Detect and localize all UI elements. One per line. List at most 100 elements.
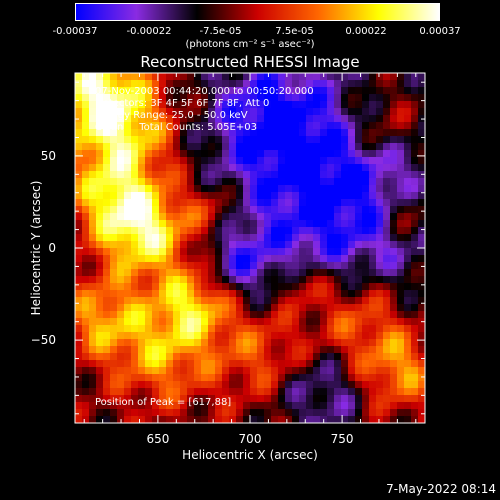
- heatmap-cell: [222, 388, 230, 396]
- heatmap-cell: [271, 248, 279, 256]
- heatmap-cell: [390, 269, 398, 277]
- heatmap-cell: [243, 178, 251, 186]
- heatmap-cell: [236, 227, 244, 235]
- heatmap-cell: [124, 73, 132, 81]
- heatmap-cell: [390, 185, 398, 193]
- heatmap-cell: [103, 80, 111, 88]
- heatmap-cell: [215, 206, 223, 214]
- heatmap-cell: [208, 199, 216, 207]
- heatmap-cell: [250, 374, 258, 382]
- heatmap-cell: [327, 199, 335, 207]
- heatmap-cell: [362, 73, 370, 81]
- heatmap-cell: [110, 360, 118, 368]
- heatmap-cell: [369, 409, 377, 417]
- heatmap-cell: [383, 115, 391, 123]
- heatmap-cell: [236, 157, 244, 165]
- heatmap-cell: [320, 388, 328, 396]
- heatmap-cell: [229, 374, 237, 382]
- heatmap-cell: [313, 353, 321, 361]
- heatmap-cell: [110, 262, 118, 270]
- heatmap-cell: [348, 255, 356, 263]
- heatmap-cell: [215, 87, 223, 95]
- heatmap-cell: [110, 297, 118, 305]
- heatmap-cell: [397, 332, 405, 340]
- heatmap-cell: [390, 325, 398, 333]
- heatmap-cell: [236, 304, 244, 312]
- heatmap-cell: [264, 255, 272, 263]
- heatmap-cell: [257, 262, 265, 270]
- heatmap-cell: [208, 101, 216, 109]
- heatmap-cell: [292, 150, 300, 158]
- heatmap-cell: [201, 171, 209, 179]
- heatmap-cell: [271, 416, 279, 423]
- heatmap-cell: [369, 164, 377, 172]
- heatmap-cell: [383, 381, 391, 389]
- heatmap-cell: [152, 143, 160, 151]
- heatmap-cell: [257, 164, 265, 172]
- heatmap-cell: [383, 206, 391, 214]
- heatmap-cell: [341, 87, 349, 95]
- heatmap-cell: [355, 311, 363, 319]
- heatmap-cell: [208, 332, 216, 340]
- heatmap-cell: [355, 374, 363, 382]
- heatmap-cell: [166, 220, 174, 228]
- heatmap-cell: [124, 115, 132, 123]
- heatmap-cell: [194, 234, 202, 242]
- heatmap-cell: [194, 136, 202, 144]
- heatmap-cell: [201, 164, 209, 172]
- heatmap-cell: [383, 318, 391, 326]
- heatmap-cell: [257, 199, 265, 207]
- heatmap-cell: [187, 297, 195, 305]
- heatmap-cell: [418, 87, 425, 95]
- heatmap-cell: [75, 87, 83, 95]
- heatmap-cell: [243, 395, 251, 403]
- heatmap-cell: [418, 283, 425, 291]
- heatmap-cell: [173, 325, 181, 333]
- heatmap-cell: [348, 339, 356, 347]
- heatmap-cell: [96, 409, 104, 417]
- heatmap-cell: [89, 297, 97, 305]
- heatmap-cell: [362, 227, 370, 235]
- heatmap-cell: [75, 374, 83, 382]
- heatmap-cell: [334, 108, 342, 116]
- heatmap-cell: [271, 220, 279, 228]
- heatmap-cell: [362, 395, 370, 403]
- heatmap-cell: [145, 276, 153, 284]
- heatmap-cell: [180, 304, 188, 312]
- heatmap-cell: [313, 311, 321, 319]
- heatmap-cell: [313, 395, 321, 403]
- heatmap-cell: [313, 269, 321, 277]
- heatmap-cell: [327, 409, 335, 417]
- heatmap-cell: [348, 381, 356, 389]
- heatmap-cell: [194, 164, 202, 172]
- heatmap-cell: [173, 283, 181, 291]
- heatmap-cell: [187, 115, 195, 123]
- heatmap-cell: [341, 325, 349, 333]
- heatmap-cell: [166, 416, 174, 423]
- heatmap-cell: [348, 409, 356, 417]
- heatmap-cell: [292, 339, 300, 347]
- heatmap-cell: [145, 339, 153, 347]
- heatmap-cell: [117, 185, 125, 193]
- heatmap-cell: [313, 374, 321, 382]
- heatmap-cell: [180, 101, 188, 109]
- heatmap-cell: [145, 416, 153, 423]
- heatmap-cell: [369, 318, 377, 326]
- heatmap-cell: [411, 339, 419, 347]
- heatmap-cell: [75, 213, 83, 221]
- heatmap-cell: [250, 164, 258, 172]
- heatmap-cell: [320, 136, 328, 144]
- heatmap-cell: [250, 136, 258, 144]
- heatmap-cell: [110, 416, 118, 423]
- heatmap-cell: [404, 276, 412, 284]
- heatmap-cell: [124, 346, 132, 354]
- heatmap-cell: [313, 185, 321, 193]
- heatmap-cell: [229, 213, 237, 221]
- heatmap-cell: [348, 262, 356, 270]
- heatmap-cell: [397, 255, 405, 263]
- heatmap-cell: [166, 178, 174, 186]
- heatmap-cell: [376, 402, 384, 410]
- heatmap-cell: [89, 192, 97, 200]
- heatmap-cell: [299, 150, 307, 158]
- heatmap-cell: [411, 122, 419, 130]
